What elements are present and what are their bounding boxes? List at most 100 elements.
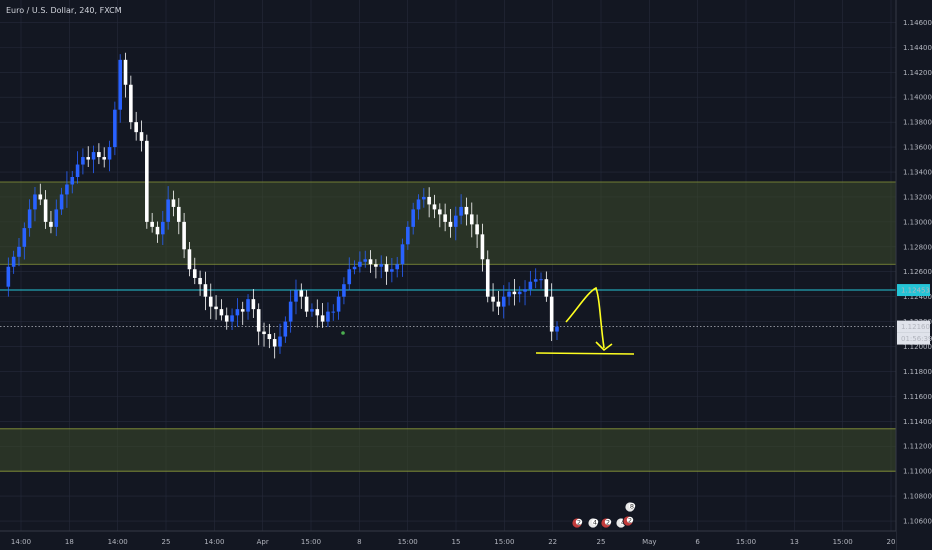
candle-body — [17, 246, 21, 257]
price-label-box — [897, 320, 930, 333]
candle-body — [203, 284, 208, 297]
y-tick-label: 1.13800 — [903, 119, 932, 127]
candle-body — [102, 157, 107, 160]
candle-body — [326, 311, 330, 322]
candle-body — [123, 59, 128, 85]
candle-body — [517, 291, 522, 295]
y-tick-label: 1.14600 — [903, 19, 932, 27]
candle-body — [192, 269, 197, 278]
candle-body — [448, 221, 453, 227]
candle-body — [33, 194, 37, 210]
badge-count: 8 — [630, 502, 634, 510]
candle-body — [331, 311, 336, 313]
price-axis[interactable]: 1.14600 1.14400 1.14200 1.14000 1.13800 1.136… — [895, 0, 932, 550]
event-badge[interactable]: 2 — [600, 517, 612, 529]
badge-bubble — [591, 518, 599, 526]
candle-body — [267, 334, 272, 340]
candle-body — [406, 226, 410, 245]
badge-bubble — [604, 518, 612, 526]
badge-bubble — [626, 516, 634, 524]
candle-body — [315, 309, 320, 316]
candle-body — [155, 226, 160, 235]
horizontal-lines — [0, 289, 896, 327]
event-badge[interactable]: 2 — [622, 515, 634, 527]
candle-body — [107, 147, 112, 160]
y-tick-label: 1.11200 — [903, 443, 932, 451]
event-badge[interactable]: 4 — [587, 517, 599, 529]
y-tick-label: 1.13000 — [903, 218, 932, 226]
x-tick-label: 15:00 — [833, 538, 853, 546]
candle-body — [501, 296, 506, 307]
candle-body — [139, 132, 144, 141]
time-axis-bg — [0, 531, 896, 550]
candle-body — [358, 261, 362, 267]
chart-title: Euro / U.S. Dollar, 240, FXCM — [6, 6, 122, 15]
candle-body — [347, 269, 352, 285]
event-badges[interactable]: 242428 — [571, 501, 636, 529]
candle-body — [438, 209, 442, 215]
x-tick-label: 8 — [357, 538, 361, 546]
candle-body — [304, 296, 309, 312]
candle-body — [198, 277, 202, 285]
y-tick-label: 1.12600 — [903, 268, 932, 276]
candle-body — [528, 281, 533, 290]
badge-bubble — [575, 518, 583, 526]
x-tick-label: 20 — [887, 538, 896, 546]
y-tick-label: 1.14000 — [903, 94, 932, 102]
candles — [6, 52, 559, 359]
candle-body — [219, 309, 224, 316]
candle-body — [283, 321, 288, 337]
candle-body — [118, 59, 122, 110]
candle-body — [411, 209, 415, 227]
candle-body — [555, 326, 559, 332]
candle-body — [166, 199, 170, 222]
candle-body — [43, 199, 48, 222]
event-badge[interactable]: 2 — [571, 517, 583, 529]
badge-count: 4 — [593, 518, 597, 526]
y-tick-label: 1.14400 — [903, 44, 932, 52]
y-tick-label: 1.11600 — [903, 393, 932, 401]
x-tick-label: 25 — [162, 538, 171, 546]
candle-body — [240, 309, 245, 312]
time-axis[interactable]: 14:00 18 14:00 25 14:00 Apr 15:00 8 15:00 15 15:00… — [0, 530, 896, 550]
hand-drawn-annotation — [535, 286, 635, 355]
candle-body — [97, 152, 101, 158]
candle-body — [400, 244, 405, 265]
candle-body — [299, 290, 304, 297]
candle-body — [113, 109, 117, 148]
candle-body — [27, 209, 32, 229]
candle-body — [320, 315, 325, 322]
y-tick-label: 1.11000 — [903, 468, 932, 476]
candle-body — [374, 264, 378, 267]
badge-count: 2 — [606, 518, 610, 526]
candle-body — [129, 84, 133, 123]
x-tick-label: 13 — [790, 538, 799, 546]
candle-body — [187, 249, 192, 270]
candle-body — [363, 259, 368, 262]
candle-body — [491, 296, 495, 302]
candle-body — [549, 296, 554, 332]
candle-body — [171, 199, 176, 207]
candle-body — [272, 339, 277, 347]
candle-body — [368, 259, 373, 265]
candle-body — [6, 266, 11, 287]
price-label-box — [897, 284, 930, 297]
candle-body — [379, 264, 384, 267]
candle-body — [214, 306, 218, 310]
x-tick-label: 15:00 — [301, 538, 321, 546]
zone-rect[interactable] — [0, 181, 896, 265]
y-tick-label: 1.14200 — [903, 69, 932, 77]
candle-body — [81, 157, 85, 165]
candle-body — [533, 279, 538, 282]
candle-body — [288, 301, 293, 322]
candle-body — [453, 215, 458, 227]
x-tick-label: 18 — [65, 538, 74, 546]
zone-rect[interactable] — [0, 428, 896, 472]
x-tick-label: Apr — [257, 538, 269, 546]
candle-body — [235, 309, 240, 316]
y-tick-label: 1.12800 — [903, 243, 932, 251]
candle-body — [480, 234, 485, 260]
event-badge[interactable]: 8 — [624, 501, 636, 513]
